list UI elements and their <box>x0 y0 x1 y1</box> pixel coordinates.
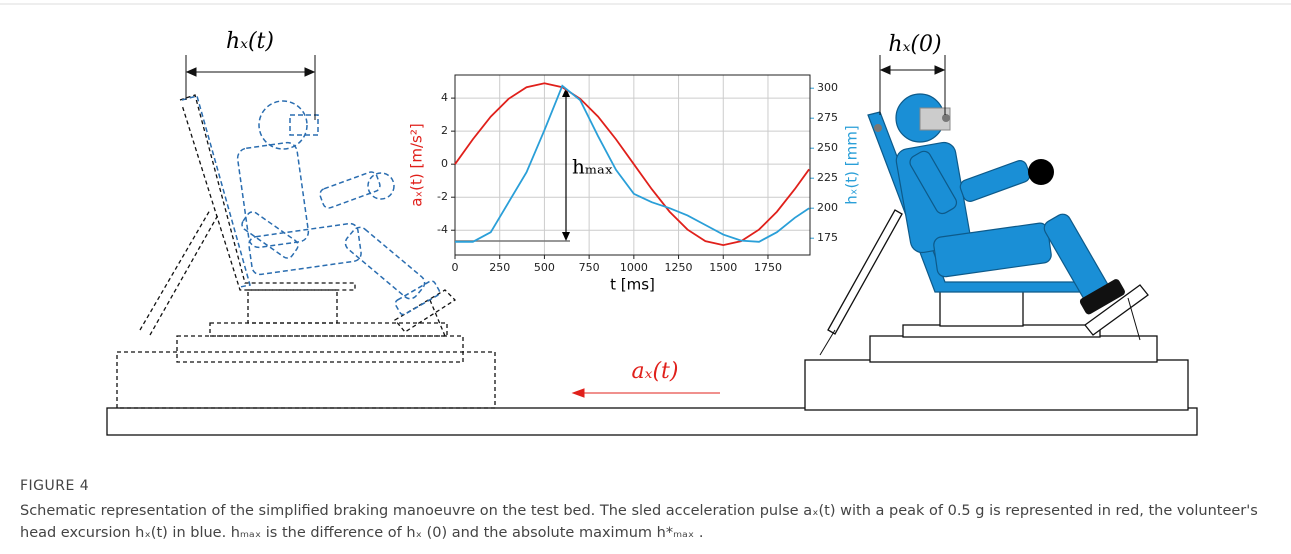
y-tick-label: 4 <box>441 91 448 104</box>
x-axis-label: t [ms] <box>610 276 655 294</box>
y-axis-label: aₓ(t) [m/s²] <box>408 123 426 206</box>
dimension-arrows <box>185 55 946 398</box>
arrow-head <box>562 232 570 241</box>
y2-tick-label: 250 <box>817 141 838 154</box>
x-tick-label: 1000 <box>620 261 648 274</box>
y-tick-label: 0 <box>441 157 448 170</box>
annotation: hₘₐₓ <box>572 155 613 179</box>
y2-tick-label: 225 <box>817 171 838 184</box>
x-tick-label: 1750 <box>754 261 782 274</box>
volunteer-end <box>874 93 1125 315</box>
arrow-head <box>562 88 570 97</box>
label-hx-0: hₓ(0) <box>888 32 941 57</box>
volunteer-start <box>181 95 441 316</box>
y2-tick-label: 175 <box>817 231 838 244</box>
figure-caption: Schematic representation of the simplifi… <box>20 503 1258 541</box>
inset-chart: 0 250 500 750 1000 1250 1500 1750 -4 -2 0 2 4 175 200 2… <box>408 74 861 294</box>
y2-tick-label: 275 <box>817 111 838 124</box>
y2-tick-label: 300 <box>817 81 838 94</box>
test-bed <box>106 407 1198 436</box>
x-tick-label: 1250 <box>665 261 693 274</box>
data-line <box>455 84 810 243</box>
x-tick-label: 250 <box>489 261 510 274</box>
plot-frame <box>454 74 811 256</box>
y-tick-label: -2 <box>437 190 448 203</box>
y2-tick-label: 200 <box>817 201 838 214</box>
y-tick-label: -4 <box>437 223 448 236</box>
plot-area <box>455 75 810 255</box>
x-tick-label: 1500 <box>709 261 737 274</box>
sled-start <box>116 94 496 409</box>
x-tick-label: 0 <box>452 261 459 274</box>
data-line <box>454 82 810 247</box>
y-tick-label: 2 <box>441 124 448 137</box>
figure-label: FIGURE 4 <box>20 478 90 494</box>
y2-axis-label: hₓ(t) [mm] <box>843 125 861 204</box>
label-hx-t: hₓ(t) <box>226 29 274 54</box>
label-ax-t: aₓ(t) <box>632 359 679 384</box>
x-tick-label: 750 <box>579 261 600 274</box>
x-tick-label: 500 <box>534 261 555 274</box>
figure-graphic: hₓ(t) hₓ(0) aₓ(t) 0 250 500 750 1000 1250 1500… <box>0 3 1291 436</box>
